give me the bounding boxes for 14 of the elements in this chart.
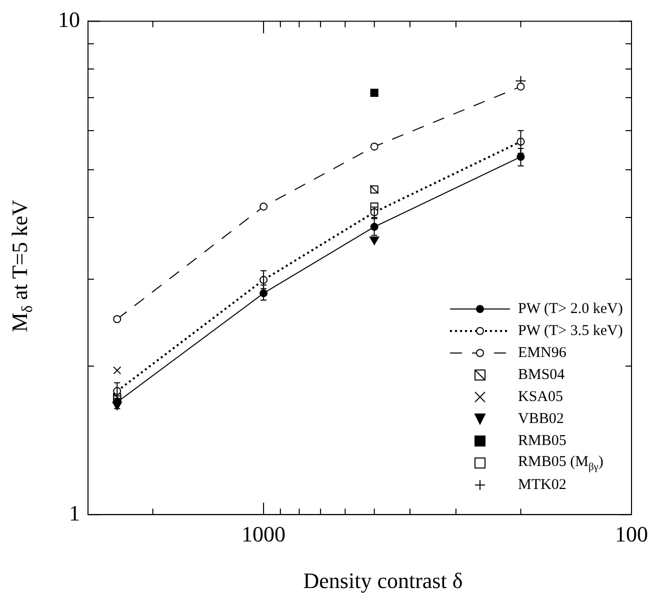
legend-label: PW (T> 3.5 keV) <box>518 322 623 340</box>
x-tick-label: 1000 <box>242 522 286 547</box>
y-tick-label: 10 <box>58 6 80 32</box>
legend-label: RMB05 <box>518 432 566 450</box>
legend-label: VBB02 <box>518 410 564 428</box>
legend-label: EMN96 <box>518 344 566 362</box>
legend-label: BMS04 <box>518 366 565 384</box>
legend-label: RMB05 (M$_{βγ}$) <box>518 454 604 472</box>
legend-label: PW (T> 2.0 keV) <box>518 300 623 318</box>
legend-label: MTK02 <box>518 476 566 494</box>
y-tick-label: 1 <box>69 500 80 526</box>
x-axis-title: Density contrast δ <box>303 568 463 594</box>
x-tick-label: 100 <box>615 522 648 547</box>
legend-label: KSA05 <box>518 388 564 406</box>
